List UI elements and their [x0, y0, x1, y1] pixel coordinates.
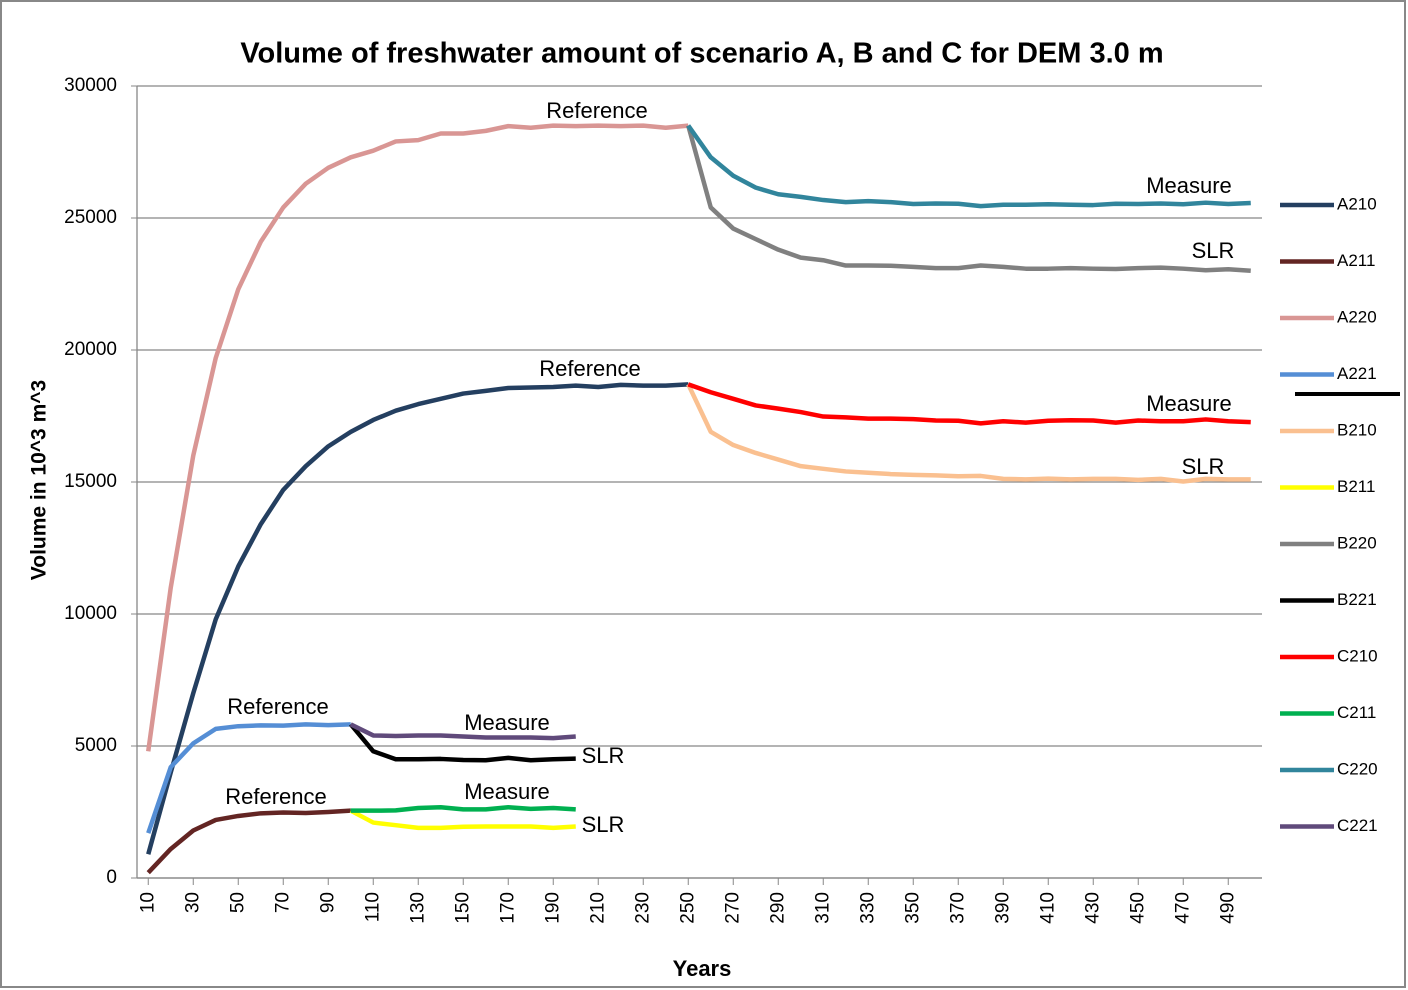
x-tick-label: 470 [1172, 892, 1193, 924]
annotation: Reference [227, 694, 329, 719]
legend-label: A221 [1337, 364, 1377, 383]
y-tick-label: 10000 [64, 603, 117, 624]
x-tick-label: 70 [272, 892, 293, 913]
y-tick-label: 15000 [64, 471, 117, 492]
x-tick-label: 390 [992, 892, 1013, 924]
annotation: Measure [1146, 391, 1232, 416]
series-line [686, 125, 1251, 274]
y-tick-label: 20000 [64, 339, 117, 360]
legend-label: B221 [1337, 590, 1377, 609]
x-axis-label: Years [673, 956, 732, 981]
series-line [146, 123, 689, 752]
x-tick-label: 290 [767, 892, 788, 924]
x-tick-label: 50 [227, 892, 248, 913]
series-line [686, 124, 1251, 209]
annotation: SLR [582, 812, 625, 837]
legend-label: A210 [1337, 194, 1377, 213]
annotation: SLR [1192, 238, 1235, 263]
series-line [146, 382, 689, 855]
y-tick-label: 5000 [75, 735, 117, 756]
y-tick-label: 0 [106, 867, 117, 888]
x-tick-label: 430 [1082, 892, 1103, 924]
annotation: Measure [464, 779, 550, 804]
x-tick-label: 410 [1037, 892, 1058, 924]
series-line [146, 722, 351, 834]
annotation: Measure [464, 710, 550, 735]
x-tick-label: 490 [1217, 892, 1238, 924]
annotation: Reference [539, 356, 641, 381]
x-tick-label: 450 [1127, 892, 1148, 924]
y-tick-label: 25000 [64, 207, 117, 228]
legend-label: C210 [1337, 646, 1378, 665]
chart-title: Volume of freshwater amount of scenario … [240, 38, 1163, 70]
x-tick-label: 210 [587, 892, 608, 924]
y-axis-label: Volume in 10^3 m^3 [28, 380, 51, 580]
x-tick-label: 170 [497, 892, 518, 924]
legend-label: A211 [1337, 251, 1375, 270]
annotation: SLR [1182, 454, 1225, 479]
x-tick-label: 150 [452, 892, 473, 924]
series-line [349, 722, 576, 763]
y-tick-label: 30000 [64, 75, 117, 96]
series-line [687, 382, 1251, 426]
x-tick-label: 330 [857, 892, 878, 924]
legend-label: A220 [1337, 307, 1377, 326]
x-tick-label: 370 [947, 892, 968, 924]
legend-label: B220 [1337, 533, 1377, 552]
legend-label: C221 [1337, 816, 1378, 835]
series-line [686, 383, 1251, 484]
x-tick-label: 130 [407, 892, 428, 924]
x-tick-label: 250 [677, 892, 698, 924]
x-tick-label: 230 [632, 892, 653, 924]
legend-label: B211 [1337, 477, 1375, 496]
x-tick-label: 310 [812, 892, 833, 924]
legend-label: C220 [1337, 759, 1378, 778]
series-line [349, 722, 576, 741]
legend-label: C211 [1337, 703, 1376, 722]
x-tick-label: 190 [542, 892, 563, 924]
x-tick-label: 270 [722, 892, 743, 924]
legend-label: B210 [1337, 420, 1377, 439]
x-tick-label: 110 [362, 892, 383, 922]
series-line [350, 804, 576, 813]
x-tick-label: 10 [137, 892, 158, 913]
x-tick-label: 350 [902, 892, 923, 924]
series-line [349, 808, 576, 831]
series-line [146, 808, 351, 875]
annotation: SLR [582, 743, 625, 768]
x-tick-label: 90 [317, 892, 338, 913]
annotation: Measure [1146, 173, 1232, 198]
annotation: Reference [546, 98, 648, 123]
annotation: Reference [225, 784, 327, 809]
x-tick-label: 30 [182, 892, 203, 913]
